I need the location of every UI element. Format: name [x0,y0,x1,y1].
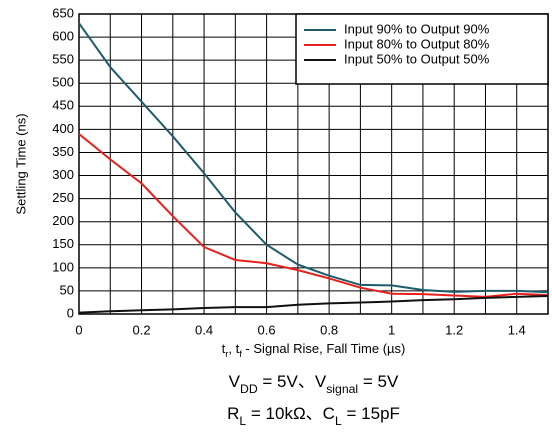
y-tick-label: 650 [52,5,74,20]
text-part: = 5V [358,372,399,391]
y-tick-label: 200 [52,213,74,228]
y-tick-label: 150 [52,236,74,251]
series-line [78,295,549,314]
x-tick-label: 1.4 [508,322,526,337]
y-tick-label: 600 [52,29,74,44]
series-line [78,133,549,298]
annotation: RL = 10kΩ、CL = 15pF [227,404,400,428]
y-tick-label: 0 [67,305,74,320]
text-part: r [225,349,228,359]
text-part: - Signal Rise, Fall Time (µs) [242,341,406,356]
y-tick-label: 250 [52,190,74,205]
text-part: = 15pF [342,404,400,423]
text-part: V [229,372,241,391]
text-part: t [222,341,226,356]
text-part: = 5V、V [258,372,327,391]
x-tick-label: 0.2 [132,322,150,337]
text-part: L [239,414,246,428]
y-tick-label: 350 [52,144,74,159]
text-part: f [239,349,242,359]
legend-label: Input 50% to Output 50% [344,51,490,66]
x-axis-label: tr, tf - Signal Rise, Fall Time (µs) [222,341,406,359]
x-tick-label: 0.8 [320,322,338,337]
text-part: L [335,414,342,428]
y-tick-label: 400 [52,121,74,136]
legend-label: Input 80% to Output 80% [344,36,490,51]
legend-label: Input 90% to Output 90% [344,21,490,36]
text-part: R [227,404,239,423]
legend-box [295,13,549,85]
y-tick-label: 100 [52,259,74,274]
text-part: DD [240,382,258,396]
annotation: VDD = 5V、Vsignal = 5V [229,372,399,396]
y-tick-label: 300 [52,167,74,182]
text-part: = 10kΩ、C [246,404,335,423]
y-tick-label: 500 [52,75,74,90]
x-tick-label: 0.6 [258,322,276,337]
y-tick-label: 50 [60,282,74,297]
y-tick-label: 450 [52,98,74,113]
text-part: , t [228,341,239,356]
y-tick-label: 550 [52,52,74,67]
x-tick-label: 0 [75,322,82,337]
text-part: signal [326,382,358,396]
x-tick-label: 0.4 [195,322,213,337]
y-axis-label: Settling Time (ns) [13,113,28,214]
series-line [78,22,549,294]
x-tick-label: 1.2 [445,322,463,337]
x-tick-label: 1 [388,322,395,337]
